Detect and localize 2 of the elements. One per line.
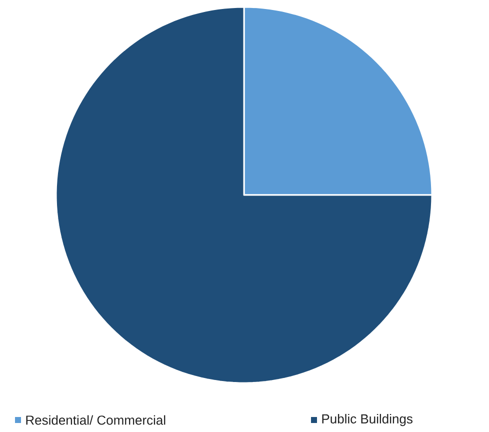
legend-label: Public Buildings xyxy=(322,414,412,426)
legend-label: Residential/ Commercial xyxy=(26,415,166,425)
